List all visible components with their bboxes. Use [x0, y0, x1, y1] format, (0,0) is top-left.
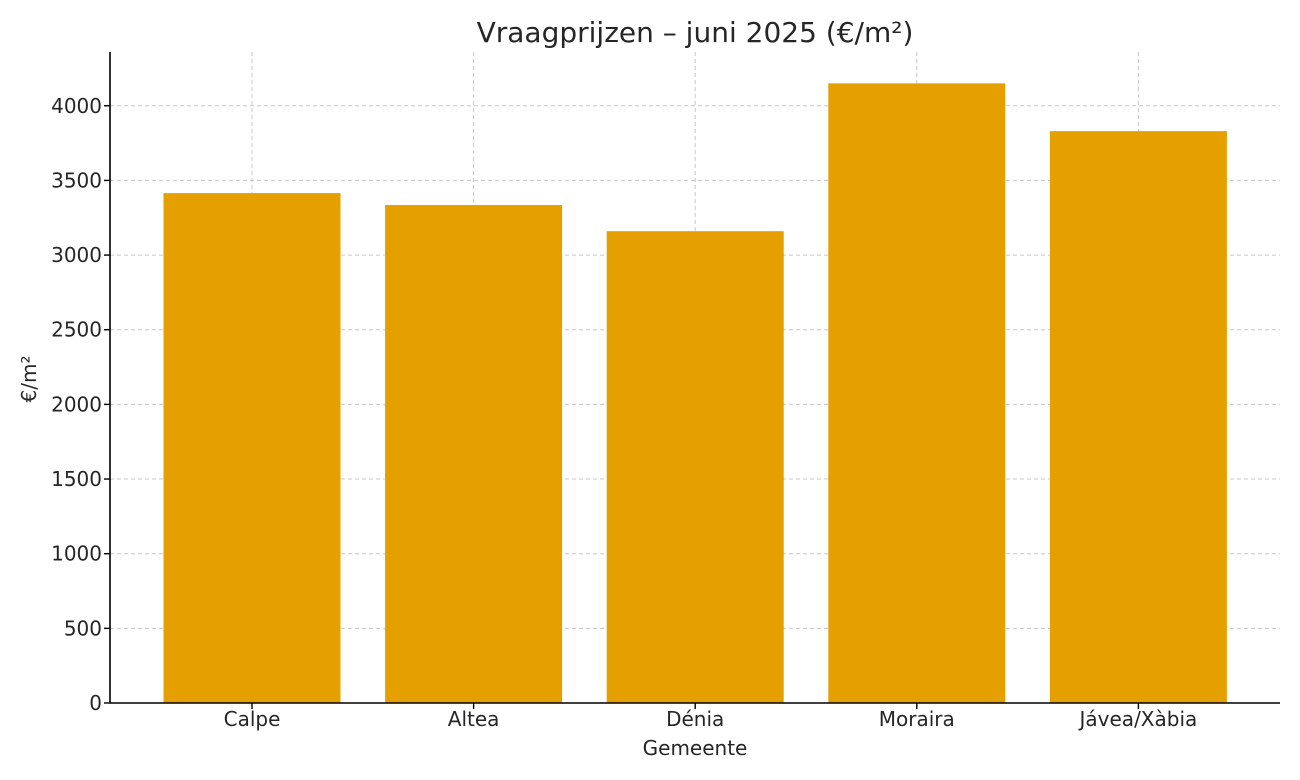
bar-calpe	[163, 193, 341, 703]
bar-altea	[385, 205, 563, 703]
bar-j-vea-x-bia	[1049, 131, 1227, 703]
x-tick-label: Dénia	[666, 707, 724, 731]
x-tick-label: Moraira	[879, 707, 955, 731]
bars-layer	[163, 83, 1227, 703]
y-tick-label: 1000	[51, 542, 102, 566]
y-tick-label: 1500	[51, 467, 102, 491]
x-tick-label: Calpe	[224, 707, 281, 731]
bar-moraira	[828, 83, 1006, 703]
y-tick-label: 500	[64, 616, 102, 640]
chart-title: Vraagprijzen – juni 2025 (€/m²)	[477, 16, 914, 49]
ticks-layer: 0 500 1000 1500 2000 2500 3000 3500 4000 Calpe Alt…	[51, 94, 1197, 731]
y-tick-label: 0	[89, 691, 102, 715]
y-tick-label: 3000	[51, 243, 102, 267]
x-axis-label: Gemeente	[643, 736, 748, 760]
x-tick-label: Jávea/Xàbia	[1078, 707, 1198, 731]
bar-d-nia	[606, 231, 784, 703]
y-tick-label: 2000	[51, 392, 102, 416]
y-axis-label: €/m²	[17, 356, 41, 403]
x-tick-label: Altea	[448, 707, 500, 731]
y-tick-label: 3500	[51, 168, 102, 192]
y-tick-label: 2500	[51, 318, 102, 342]
y-tick-label: 4000	[51, 94, 102, 118]
